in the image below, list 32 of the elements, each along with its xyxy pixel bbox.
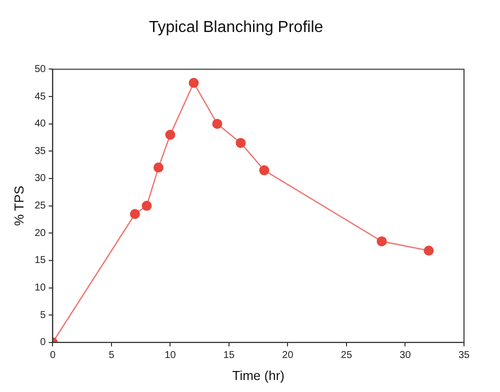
y-tick-label: 0: [40, 337, 46, 348]
x-tick-label: 30: [400, 350, 412, 362]
y-tick-label: 30: [34, 173, 46, 184]
y-tick-label: 10: [34, 282, 46, 294]
y-tick-label: 5: [40, 310, 46, 321]
y-tick-label: 20: [34, 228, 46, 239]
point: [236, 138, 246, 148]
point: [376, 236, 387, 246]
x-tick-label: 5: [108, 350, 115, 362]
point: [259, 165, 270, 176]
point: [188, 78, 199, 88]
point: [130, 208, 140, 219]
point: [142, 200, 152, 211]
point: [165, 130, 176, 140]
x-tick-label: 15: [223, 350, 235, 362]
point: [424, 246, 434, 256]
x-axis-title: Time (hr): [232, 368, 284, 383]
point: [153, 162, 164, 173]
point: [212, 118, 222, 129]
y-tick-label: 25: [34, 200, 46, 212]
x-tick-label: 35: [458, 350, 470, 362]
chart-title: Typical Blanching Profile: [148, 19, 324, 36]
y-tick-label: 35: [34, 146, 46, 157]
y-tick-label: 15: [34, 255, 46, 266]
y-tick-label: 45: [34, 91, 46, 102]
x-tick-label: 25: [340, 350, 352, 362]
y-axis-title: % TPS: [11, 185, 26, 226]
x-tick-label: 20: [282, 350, 294, 362]
x-tick-label: 0: [50, 350, 56, 362]
y-tick-label: 40: [34, 118, 46, 130]
y-tick-label: 50: [34, 64, 46, 75]
x-tick-label: 10: [164, 350, 176, 362]
